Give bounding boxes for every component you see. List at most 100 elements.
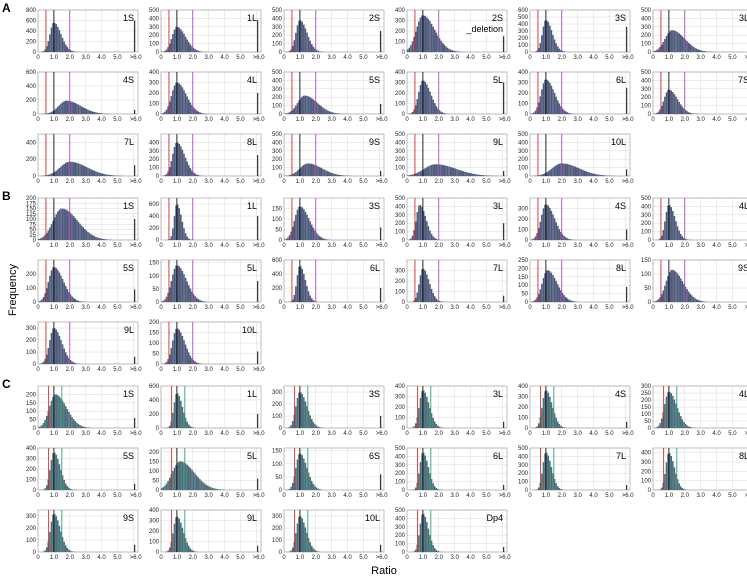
panel-frame — [37, 509, 139, 553]
histogram-bar — [98, 238, 100, 240]
histogram-bar — [298, 169, 300, 176]
histogram-bar — [170, 236, 173, 240]
histogram-bar — [588, 172, 591, 176]
histogram-bar — [422, 210, 425, 240]
histogram-bar — [659, 46, 661, 52]
y-tick-label: 50 — [644, 419, 651, 425]
histogram-bar — [413, 109, 415, 114]
x-tick-label: >6.0 — [622, 305, 635, 311]
x-tick-label: 0 — [405, 305, 409, 311]
x-tick-label: 2.0 — [189, 243, 198, 249]
histogram-bar — [309, 477, 311, 490]
histogram-bar — [164, 485, 166, 490]
panel-label: 5L — [247, 451, 257, 461]
histogram-bar — [172, 274, 174, 302]
histogram-bar — [574, 166, 576, 176]
histogram-bar — [419, 275, 422, 302]
overflow-bar — [380, 544, 382, 552]
histogram-bar — [288, 426, 291, 428]
x-tick-label: 2.0 — [558, 179, 567, 185]
histogram-bar — [307, 217, 310, 240]
histogram-bar — [197, 299, 200, 302]
histogram-bar — [325, 109, 327, 114]
histogram-bar — [77, 163, 80, 176]
histogram-bar — [52, 267, 54, 302]
histogram-bar — [71, 551, 73, 552]
histogram-bar — [187, 466, 190, 490]
x-tick-label: 3.0 — [204, 55, 213, 61]
histogram-bar — [427, 166, 430, 176]
x-tick-label: 3.0 — [573, 55, 582, 61]
histogram-bar — [99, 113, 102, 114]
x-tick-label: >6.0 — [622, 431, 635, 437]
histogram-bar — [168, 43, 171, 52]
x-tick-label: 2.0 — [435, 555, 444, 561]
x-tick-label: >6.0 — [253, 117, 266, 123]
x-tick-label: 5.0 — [359, 493, 368, 499]
x-axis-title: Ratio — [371, 565, 397, 577]
histogram-bar — [74, 421, 77, 428]
y-tick-label: 400 — [149, 140, 160, 146]
histogram-bar — [437, 35, 439, 52]
histogram-bar — [66, 355, 69, 364]
histogram-bar — [61, 102, 64, 114]
x-tick-label: 0 — [405, 431, 409, 437]
overflow-bar — [257, 216, 259, 240]
histogram-bar — [77, 104, 80, 114]
histogram-bar — [207, 485, 209, 490]
histogram-bar — [437, 299, 439, 302]
histogram-bar — [191, 469, 193, 490]
x-tick-label: 0 — [651, 243, 655, 249]
panel-label: 1L — [247, 201, 257, 211]
x-tick-label: 2.0 — [681, 431, 690, 437]
x-tick-label: 3.0 — [573, 431, 582, 437]
histogram-bar — [438, 426, 441, 428]
y-tick-label: 200 — [149, 33, 160, 39]
histogram-bar — [668, 391, 671, 428]
histogram-bar — [71, 161, 73, 176]
section-label-c: C — [2, 377, 11, 391]
histogram-bar — [676, 99, 679, 114]
x-tick-label: 0 — [159, 117, 163, 123]
histogram-bar — [410, 44, 412, 52]
histogram-bar — [699, 50, 701, 52]
histogram-bar — [189, 239, 192, 240]
histogram-bar — [77, 221, 80, 240]
y-tick-label: 0 — [279, 112, 283, 118]
histogram-bar — [411, 111, 414, 114]
x-tick-label: 2.0 — [558, 55, 567, 61]
y-tick-label: 500 — [272, 70, 283, 76]
histogram-bar — [544, 20, 546, 52]
histogram-bar — [426, 167, 428, 176]
histogram-bar — [679, 486, 682, 490]
histogram-bar — [320, 167, 323, 176]
histogram-bar — [68, 100, 70, 114]
histogram-bar — [101, 238, 104, 240]
histogram-bar — [88, 110, 91, 114]
histogram-bar — [418, 408, 420, 428]
y-tick-label: 200 — [26, 40, 37, 46]
histogram-bar — [672, 30, 674, 52]
histogram-bar — [293, 295, 296, 302]
panel-label: 1L — [247, 389, 257, 399]
histogram-bar — [74, 102, 77, 114]
x-tick-label: 3.0 — [204, 305, 213, 311]
y-tick-label: 100 — [641, 230, 652, 236]
y-tick-label: 0 — [33, 300, 37, 306]
y-tick-label: 0 — [525, 488, 529, 494]
histogram-bar — [200, 480, 203, 490]
y-tick-label: 500 — [272, 8, 283, 14]
histogram-bar — [435, 488, 438, 490]
y-tick-label: 100 — [395, 416, 406, 422]
x-tick-label: 3.0 — [696, 117, 705, 123]
histogram-bar — [676, 273, 679, 302]
histogram-bar — [175, 82, 177, 114]
histogram-bar — [315, 232, 318, 240]
histogram-bar — [175, 265, 177, 302]
y-tick-label: 500 — [641, 8, 652, 14]
histogram-bar — [90, 234, 92, 240]
x-tick-label: >6.0 — [499, 243, 512, 249]
histogram-bar — [187, 545, 190, 552]
histogram-bar — [71, 489, 73, 490]
